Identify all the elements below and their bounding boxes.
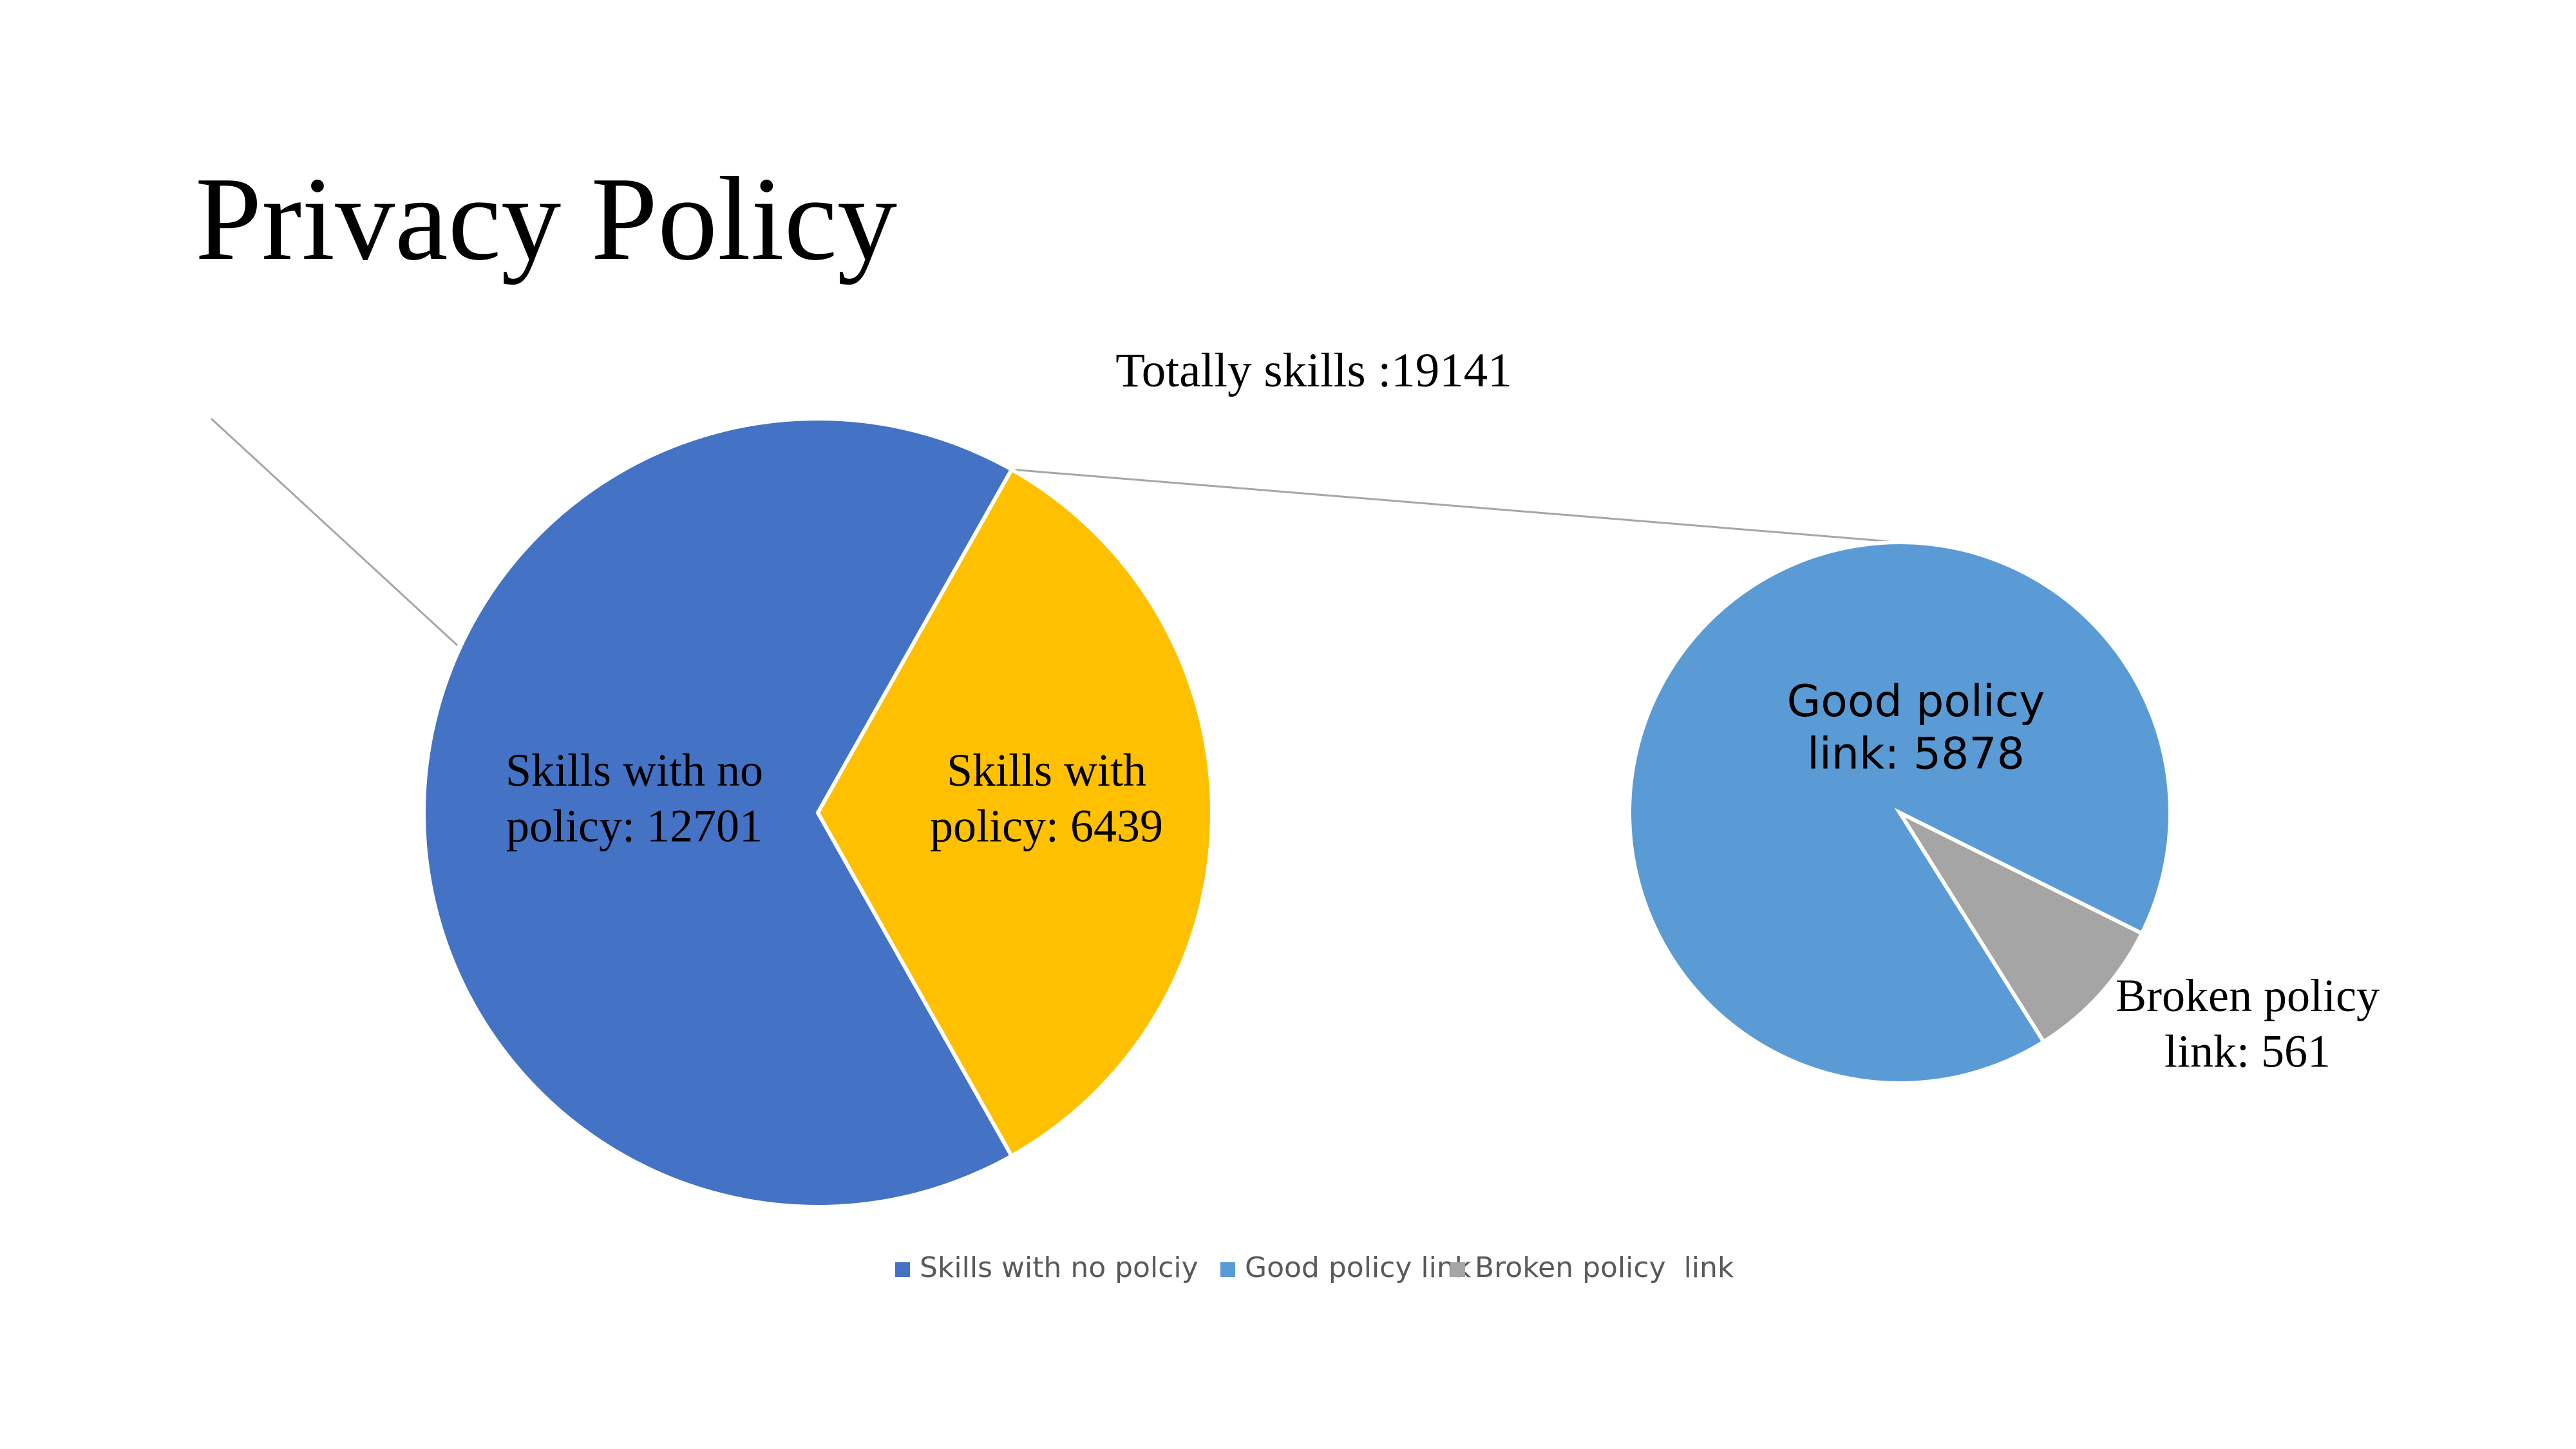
label-good-policy-link: Good policy link: 5878: [1787, 676, 2045, 780]
legend-label-good-policy-link: Good policy link: [1245, 1251, 1472, 1284]
legend: Skills with no polciy Good policy link Bro…: [895, 1251, 1734, 1284]
connector-line-upper: [1011, 468, 1900, 544]
legend-swatch-broken-policy-link: [1450, 1262, 1465, 1277]
legend-swatch-skills-with-no-polciy: [895, 1262, 910, 1277]
slice-skills-with-no-policy: [422, 417, 1014, 1209]
label-broken-policy-link: Broken policy link: 561: [2116, 970, 2380, 1077]
label-skills-with-no-policy: Skills with no policy: 12701: [506, 744, 763, 851]
legend-label-broken-policy-link: Broken policy link: [1475, 1251, 1734, 1284]
label-skills-with-policy: Skills with policy: 6439: [930, 744, 1163, 851]
connector-lines: [210, 417, 1900, 647]
secondary-pie: [1627, 540, 2172, 1086]
chart-title: Totally skills :19141: [1115, 344, 1512, 397]
connector-line-lower: [210, 417, 459, 647]
legend-swatch-good-policy-link: [1220, 1262, 1235, 1277]
slice-skills-with-policy: [815, 466, 1214, 1159]
data-labels: Skills with no policy: 12701 Skills with po…: [506, 676, 2380, 1077]
main-pie: [422, 417, 1214, 1209]
legend-label-skills-with-no-polciy: Skills with no polciy: [920, 1251, 1198, 1284]
slide-title: Privacy Policy: [195, 153, 897, 285]
slice-broken-policy-link: [1894, 808, 2145, 1045]
